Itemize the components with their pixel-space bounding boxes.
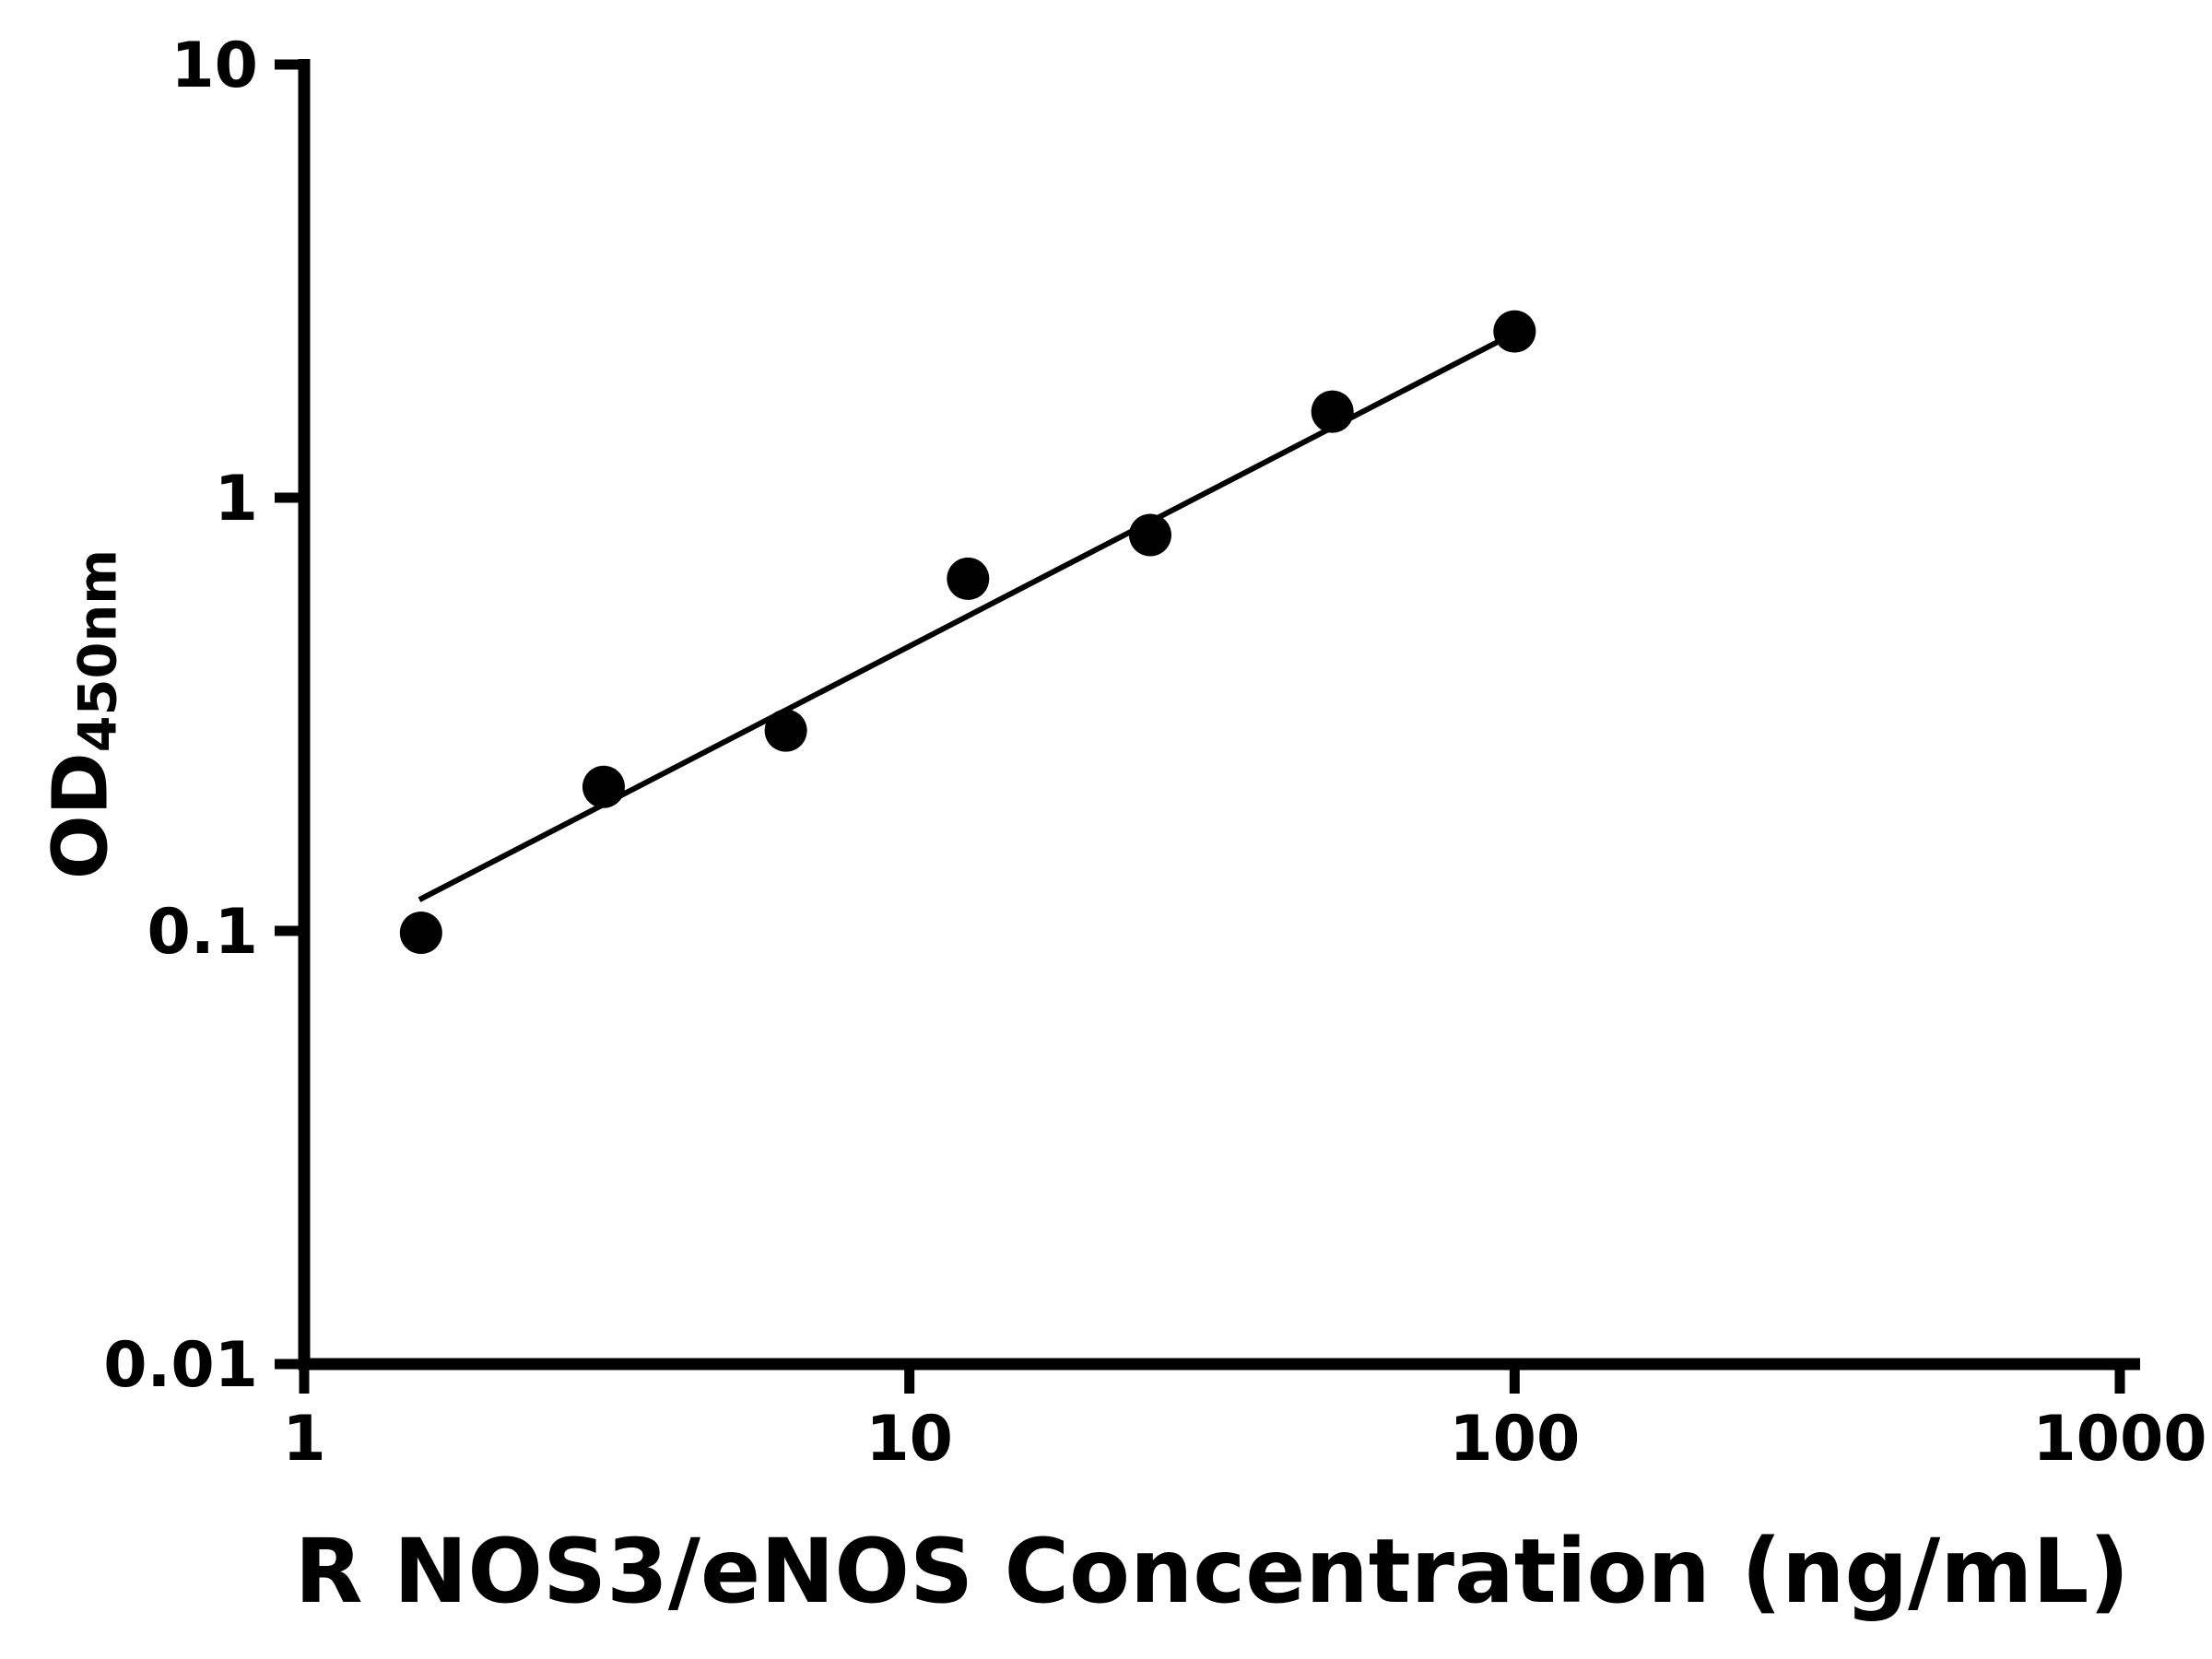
x-tick-label-1: 1: [282, 1403, 325, 1476]
y-tick-label-0.01: 0.01: [103, 1329, 258, 1402]
data-point-6: [1493, 310, 1536, 353]
data-point-0: [399, 912, 442, 955]
x-tick-label-1000: 1000: [2032, 1403, 2206, 1476]
y-tick-label-1: 1: [215, 463, 258, 535]
x-tick-label-100: 100: [1449, 1403, 1580, 1476]
y-axis-title: OD450nm: [37, 549, 129, 880]
data-point-3: [947, 557, 990, 600]
y-axis-title-main: OD: [37, 752, 125, 880]
data-point-2: [764, 709, 807, 752]
x-axis-title: R NOS3/eNOS Concentration (ng/mL): [294, 1520, 2130, 1623]
y-tick-label-10: 10: [171, 29, 258, 102]
data-point-1: [582, 765, 625, 808]
data-point-5: [1311, 390, 1354, 433]
data-point-4: [1128, 513, 1171, 557]
x-tick-label-10: 10: [865, 1403, 953, 1476]
y-axis-title-sub: 450nm: [66, 548, 129, 753]
trend-line: [418, 326, 1524, 902]
y-tick-label-0.1: 0.1: [147, 896, 258, 969]
